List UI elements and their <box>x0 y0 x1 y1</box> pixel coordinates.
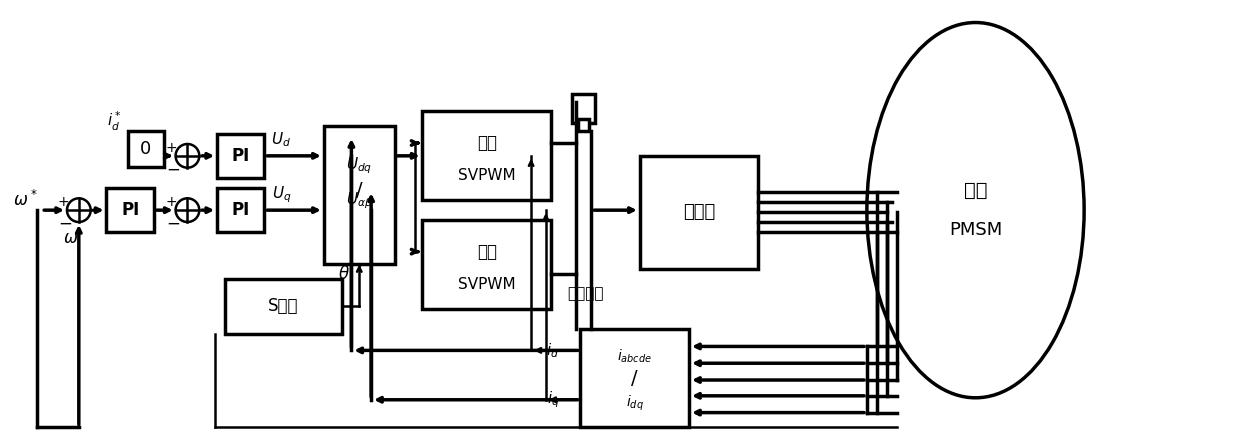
Text: −: − <box>167 215 181 233</box>
Bar <box>107 189 154 232</box>
Text: 0: 0 <box>140 140 151 158</box>
Text: 容错: 容错 <box>477 243 497 260</box>
Text: 五相: 五相 <box>964 181 987 200</box>
Text: /: / <box>632 368 638 388</box>
Text: $i_d$: $i_d$ <box>546 341 559 360</box>
Text: PI: PI <box>232 201 250 219</box>
Text: SVPWM: SVPWM <box>458 168 515 183</box>
Text: 多路开关: 多路开关 <box>567 287 603 301</box>
Text: $\omega$: $\omega$ <box>63 229 78 247</box>
Bar <box>577 120 590 131</box>
Text: $i_q$: $i_q$ <box>546 389 559 410</box>
Bar <box>217 134 264 178</box>
Text: $\omega^*$: $\omega^*$ <box>14 190 37 211</box>
Bar <box>581 329 689 427</box>
Text: $\theta$: $\theta$ <box>337 265 349 283</box>
Text: +: + <box>166 141 177 155</box>
Bar <box>128 131 164 167</box>
Text: PI: PI <box>121 201 139 219</box>
Text: PI: PI <box>232 147 250 165</box>
Bar <box>422 220 551 309</box>
Text: SVPWM: SVPWM <box>458 277 515 292</box>
Text: −: − <box>167 161 181 179</box>
Text: $U_d$: $U_d$ <box>271 131 291 149</box>
Text: +: + <box>57 195 69 209</box>
Text: +: + <box>166 195 177 209</box>
Text: $U_{dq}$: $U_{dq}$ <box>346 155 373 176</box>
Text: −: − <box>58 215 72 233</box>
Text: $U_{\alpha\beta}$: $U_{\alpha\beta}$ <box>346 190 373 211</box>
Bar <box>323 126 395 264</box>
Text: $U_q$: $U_q$ <box>271 184 291 205</box>
Text: $i_{dq}$: $i_{dq}$ <box>626 394 644 413</box>
Text: 正常: 正常 <box>477 134 497 152</box>
Bar <box>571 94 595 123</box>
Text: $i_d^*$: $i_d^*$ <box>107 110 121 133</box>
Bar <box>422 112 551 200</box>
Text: 逆变器: 逆变器 <box>683 203 715 221</box>
Text: S函数: S函数 <box>268 297 299 315</box>
Bar <box>639 156 758 269</box>
Text: PMSM: PMSM <box>949 221 1002 239</box>
Text: $i_{abcde}$: $i_{abcde}$ <box>617 347 652 365</box>
Bar <box>217 189 264 232</box>
Text: /: / <box>356 181 363 200</box>
Bar <box>225 279 342 334</box>
